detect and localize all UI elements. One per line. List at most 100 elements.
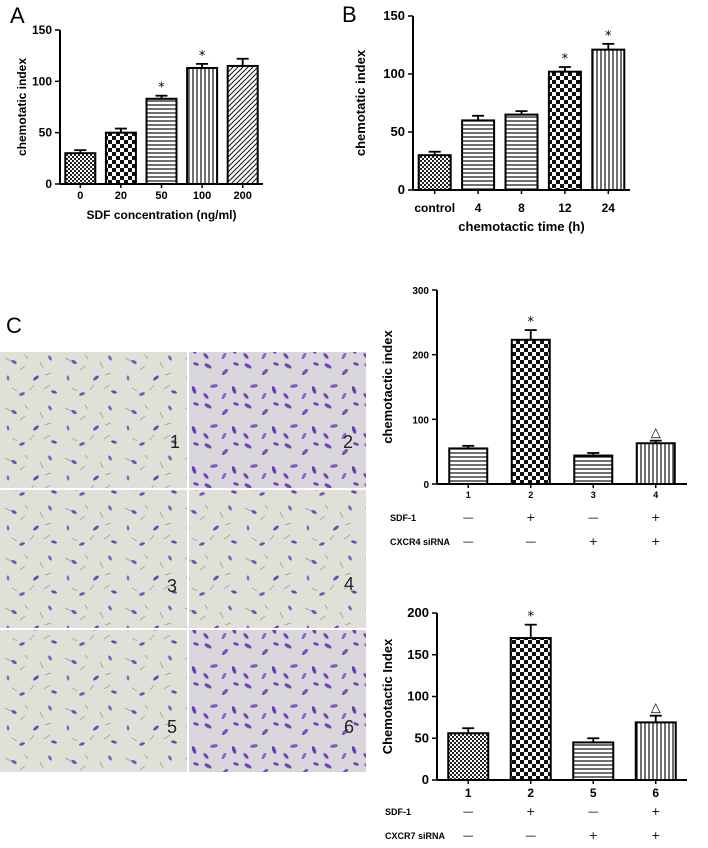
micrograph-2 xyxy=(189,352,366,488)
x-tick-label: 1 xyxy=(466,490,471,500)
bar xyxy=(417,154,452,191)
y-axis-title: chemotactic index xyxy=(380,330,395,444)
y-tick-label: 0 xyxy=(422,772,429,787)
bar xyxy=(186,66,219,185)
micrograph-4 xyxy=(189,490,366,628)
x-tick-label: 1 xyxy=(465,786,472,800)
y-tick-label: 200 xyxy=(412,351,429,362)
bar xyxy=(634,721,677,782)
panel-letter-a: A xyxy=(10,3,25,28)
y-tick-label: 300 xyxy=(412,286,429,297)
y-tick-label: 0 xyxy=(423,480,429,491)
x-tick-label: 100 xyxy=(193,190,211,202)
condition-label: CXCR7 siRNA xyxy=(385,831,446,841)
y-tick-label: 0 xyxy=(45,177,52,191)
y-tick-label: 100 xyxy=(32,74,52,88)
significance-marker: * xyxy=(528,315,535,330)
condition-sign: — xyxy=(463,535,474,548)
significance-marker: * xyxy=(605,29,612,44)
y-tick-label: 0 xyxy=(398,182,405,197)
panel-letter-c: C xyxy=(6,313,22,338)
x-tick-label: 0 xyxy=(77,190,83,202)
y-tick-label: 150 xyxy=(383,8,405,23)
micrograph-label-6: 6 xyxy=(344,717,354,737)
y-tick-label: 100 xyxy=(412,415,429,426)
y-tick-label: 50 xyxy=(391,124,405,139)
condition-sign: + xyxy=(589,535,598,548)
y-axis-title: Chemotactic Index xyxy=(380,638,395,754)
panel-letter-b: B xyxy=(342,2,357,27)
chart-a: 0 50 100 150 0 20 * 50 * 100 200 chemotatic index SD… xyxy=(15,23,263,222)
x-tick-label: 20 xyxy=(115,190,127,202)
x-axis-title: chemotactic time (h) xyxy=(458,219,584,234)
condition-sign: — xyxy=(588,805,599,818)
bar xyxy=(591,48,626,191)
chart-b: 0 50 100 150 control 4 8 * 12 * 24 chemotatic index… xyxy=(353,8,630,234)
micrograph-6 xyxy=(189,630,366,772)
y-tick-label: 50 xyxy=(415,730,429,745)
condition-label: CXCR4 siRNA xyxy=(390,537,451,547)
bar xyxy=(510,338,551,485)
condition-sign: + xyxy=(651,511,660,524)
bar xyxy=(448,447,489,485)
x-tick-label: 2 xyxy=(528,490,533,500)
condition-sign: + xyxy=(526,805,535,818)
micrograph-3 xyxy=(0,490,187,628)
significance-marker: * xyxy=(158,81,165,96)
bar xyxy=(447,732,490,781)
bar xyxy=(104,131,137,186)
x-tick-label: 4 xyxy=(653,490,658,500)
micrograph-5 xyxy=(0,630,187,772)
x-tick-label: 24 xyxy=(602,201,616,215)
condition-label: SDF-1 xyxy=(390,513,416,523)
condition-sign: + xyxy=(651,829,660,842)
condition-sign: — xyxy=(588,511,599,524)
condition-sign: + xyxy=(651,805,660,818)
condition-sign: — xyxy=(463,805,474,818)
significance-marker: * xyxy=(199,49,206,64)
micrograph-label-1: 1 xyxy=(170,432,180,452)
condition-sign: + xyxy=(589,829,598,842)
condition-sign: — xyxy=(525,535,536,548)
y-tick-label: 50 xyxy=(39,126,53,140)
condition-sign: — xyxy=(525,829,536,842)
condition-sign: + xyxy=(651,535,660,548)
bar xyxy=(145,97,178,185)
x-tick-label: 8 xyxy=(518,201,525,215)
bar xyxy=(573,454,614,485)
x-tick-label: 5 xyxy=(590,786,597,800)
y-tick-label: 150 xyxy=(32,23,52,37)
micrograph-label-3: 3 xyxy=(167,576,177,596)
y-tick-label: 100 xyxy=(407,689,429,704)
micrograph-label-4: 4 xyxy=(344,574,354,594)
x-axis-title: SDF concentration (ng/ml) xyxy=(87,208,237,222)
y-tick-label: 200 xyxy=(407,605,429,620)
chart-c1: 0 100 200 300 1 * 2 3 △ 4 chemotactic index SDF-1 — +… xyxy=(380,286,687,548)
x-tick-label: 50 xyxy=(155,190,167,202)
significance-marker: * xyxy=(562,52,569,67)
micrograph-label-2: 2 xyxy=(343,432,353,452)
x-tick-label: 12 xyxy=(558,201,572,215)
condition-label: SDF-1 xyxy=(385,807,411,817)
y-axis-title: chemotatic index xyxy=(15,58,29,156)
bar xyxy=(226,64,259,185)
y-tick-label: 100 xyxy=(383,66,405,81)
y-tick-label: 150 xyxy=(407,647,429,662)
x-tick-label: 6 xyxy=(652,786,659,800)
bar xyxy=(547,70,582,191)
micrograph-label-5: 5 xyxy=(167,717,177,737)
bar xyxy=(461,119,496,191)
x-tick-label: 2 xyxy=(527,786,534,800)
condition-sign: — xyxy=(463,829,474,842)
significance-marker: △ xyxy=(651,426,661,441)
significance-marker: * xyxy=(528,610,535,625)
x-tick-label: 4 xyxy=(475,201,482,215)
chart-c2: 0 50 100 150 200 1 * 2 5 △ 6 Chemotactic Index SDF-1… xyxy=(380,605,687,842)
bar xyxy=(509,637,552,781)
condition-sign: — xyxy=(463,511,474,524)
bar xyxy=(635,442,676,486)
bar xyxy=(572,741,615,781)
micrograph-1 xyxy=(0,352,187,488)
